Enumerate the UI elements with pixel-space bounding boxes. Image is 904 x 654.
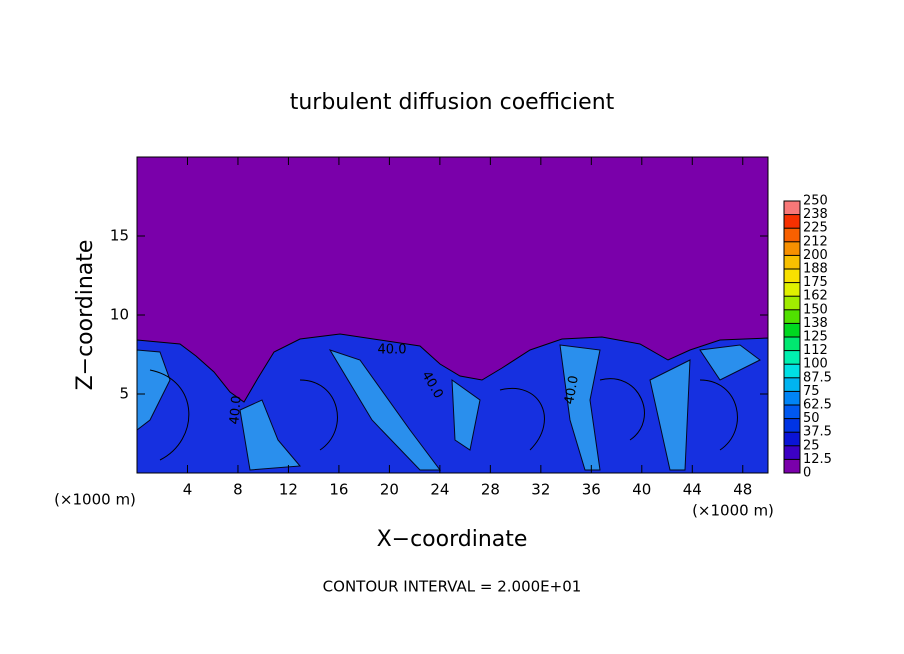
contour-label: 40.0 [227, 395, 244, 425]
colorbar-label: 162 [803, 289, 828, 304]
colorbar-segment [784, 405, 800, 419]
x-tick-label: 4 [183, 481, 193, 499]
colorbar-segment [784, 337, 800, 351]
colorbar-label: 100 [803, 357, 828, 372]
y-tick-label: 15 [110, 227, 129, 245]
contour-label: 40.0 [562, 374, 582, 405]
colorbar-label: 125 [803, 330, 828, 345]
colorbar-segment [784, 269, 800, 283]
chart-title: turbulent diffusion coefficient [290, 90, 615, 115]
colorbar-segment [784, 201, 800, 215]
colorbar-segment [784, 391, 800, 405]
colorbar-segment [784, 282, 800, 297]
colorbar-label: 175 [803, 275, 828, 290]
colorbar-segment [784, 350, 800, 365]
x-tick-label: 40 [632, 481, 651, 499]
colorbar-label: 87.5 [803, 370, 832, 385]
colorbar-segment [784, 432, 800, 446]
colorbar-segment [784, 323, 800, 337]
field: 40.0 40.0 40.0 40.0 [136, 157, 769, 474]
colorbar-segment [784, 364, 800, 378]
colorbar-label: 188 [803, 262, 828, 277]
colorbar-segment [784, 459, 800, 473]
x-tick-label: 20 [380, 481, 399, 499]
colorbar-segment [784, 296, 800, 310]
field-lower [136, 333, 769, 474]
colorbar-label: 112 [803, 343, 828, 358]
colorbar-segment [784, 445, 800, 460]
colorbar-segment [784, 228, 800, 242]
footer: CONTOUR INTERVAL = 2.000E+01 [323, 578, 582, 596]
colorbar-label: 138 [803, 316, 828, 331]
colorbar-label: 50 [803, 411, 820, 426]
x-unit-right: (×1000 m) [692, 502, 774, 520]
colorbar-label: 12.5 [803, 452, 832, 467]
y-axis-label: Z−coordinate [73, 240, 98, 391]
y-tick-label: 10 [110, 306, 129, 324]
x-axis-label: X−coordinate [377, 527, 528, 552]
colorbar-segment [784, 255, 800, 269]
x-tick-label: 8 [233, 481, 243, 499]
colorbar-label: 200 [803, 248, 828, 263]
colorbar-segment [784, 309, 800, 324]
colorbar-segment [784, 418, 800, 433]
x-tick-label: 44 [683, 481, 702, 499]
colorbar-label: 150 [803, 302, 828, 317]
colorbar-label: 250 [803, 194, 828, 209]
x-tick-label: 48 [733, 481, 752, 499]
colorbar-label: 212 [803, 234, 828, 249]
colorbar-segment [784, 214, 800, 229]
colorbar-label: 0 [803, 466, 811, 481]
x-tick-label: 24 [430, 481, 449, 499]
colorbar-label: 225 [803, 221, 828, 236]
colorbar-label: 25 [803, 438, 820, 453]
colorbar-label: 62.5 [803, 398, 832, 413]
contour-lines [149, 369, 738, 461]
x-tick-label: 12 [279, 481, 298, 499]
contour-label: 40.0 [378, 343, 407, 358]
colorbar-label: 75 [803, 384, 820, 399]
colorbar-segment [784, 241, 800, 256]
x-tick-label: 32 [531, 481, 550, 499]
colorbar-label: 238 [803, 207, 828, 222]
x-tick-label: 16 [329, 481, 348, 499]
x-tick-label: 36 [582, 481, 601, 499]
y-tick-label: 5 [119, 385, 129, 403]
x-tick-label: 28 [481, 481, 500, 499]
colorbar-label: 37.5 [803, 425, 832, 440]
colorbar-segment [784, 377, 800, 392]
x-unit-left: (×1000 m) [54, 491, 136, 509]
